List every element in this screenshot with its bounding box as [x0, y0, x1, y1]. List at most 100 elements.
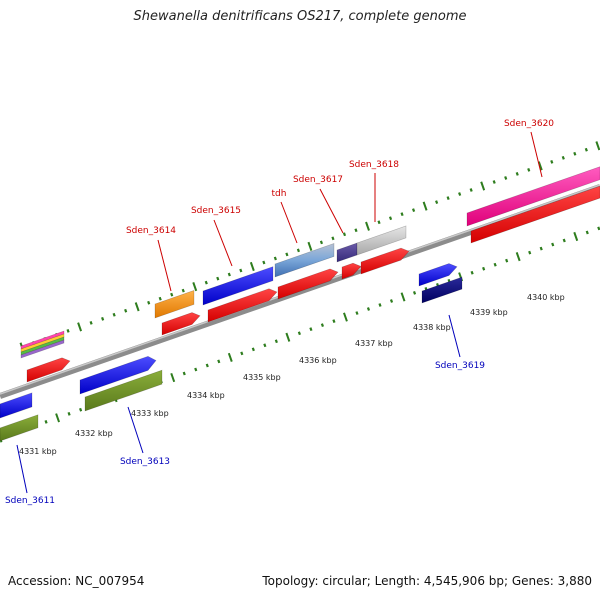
feature-red-cds	[26, 357, 71, 383]
upper-tick-mark	[307, 241, 313, 251]
lower-tick-mark	[251, 347, 255, 352]
lower-tick-mark	[389, 299, 394, 303]
lower-tick-mark	[482, 266, 486, 271]
scale-label: 4340 kbp	[527, 293, 565, 302]
feature-sden3615-red	[207, 288, 278, 323]
gene-label-leader-line	[319, 188, 344, 234]
upper-tick-mark	[435, 200, 439, 204]
upper-tick-mark	[285, 252, 289, 257]
upper-tick-mark	[319, 240, 324, 245]
feature-sden3613-blue	[79, 355, 157, 395]
feature-sden3617-red	[341, 262, 362, 280]
upper-tick-mark	[239, 268, 243, 273]
upper-tick-mark	[388, 216, 393, 221]
feature-tdh-steel	[274, 243, 335, 278]
upper-tick-mark	[342, 232, 347, 237]
lower-tick-mark	[67, 411, 71, 416]
lower-tick-mark	[55, 413, 61, 423]
upper-tick-mark	[124, 308, 128, 313]
lower-tick-mark	[515, 252, 521, 262]
feature-sden3620-pink	[466, 166, 600, 227]
lower-tick-mark	[366, 307, 371, 311]
feature-sden3620-red	[470, 185, 600, 244]
upper-tick-mark	[446, 196, 450, 200]
lower-tick-mark	[505, 258, 509, 263]
feature-tdh-red	[277, 268, 339, 300]
lower-tick-mark	[182, 371, 186, 376]
upper-tick-mark	[550, 159, 554, 164]
upper-tick-mark	[527, 168, 531, 172]
accession-label: Accession: NC_007954	[8, 574, 145, 588]
upper-tick-mark	[492, 180, 496, 184]
upper-tick-mark	[354, 228, 358, 233]
feature-sden3619-navy	[421, 276, 463, 304]
gene-label-leader-line	[157, 239, 172, 292]
lower-tick-mark	[240, 351, 244, 356]
upper-tick-mark	[412, 208, 416, 213]
upper-tick-mark	[331, 236, 335, 241]
upper-tick-mark	[561, 155, 565, 160]
lower-tick-mark	[194, 367, 198, 372]
lower-tick-mark	[297, 331, 301, 336]
lower-tick-mark	[79, 407, 83, 412]
feature-sden3619-blue	[418, 263, 458, 287]
gene-label-top: Sden_3620	[504, 119, 554, 129]
lower-tick-mark	[227, 352, 233, 362]
tick-layer	[0, 141, 600, 443]
feature-stack-purple	[20, 339, 65, 359]
upper-tick-mark	[262, 260, 266, 265]
upper-tick-mark	[192, 282, 198, 292]
upper-tick-mark	[504, 176, 508, 180]
upper-tick-mark	[273, 256, 277, 261]
lower-tick-mark	[285, 332, 291, 342]
gene-label-leader-line	[280, 201, 298, 244]
feature-sden3611-blue	[0, 392, 33, 419]
lower-tick-mark	[493, 262, 497, 267]
upper-tick-mark	[296, 248, 300, 253]
lower-tick-mark	[378, 303, 382, 307]
lower-tick-mark	[412, 291, 417, 295]
gene-label-top: Sden_3617	[293, 175, 343, 185]
upper-tick-mark	[112, 312, 116, 317]
upper-tick-mark	[422, 201, 428, 211]
feature-sden3615-blue	[202, 266, 274, 306]
upper-tick-mark	[101, 316, 105, 321]
gene-label-top: tdh	[272, 189, 287, 199]
feature-sden3614-orange	[154, 289, 195, 319]
upper-tick-mark	[584, 147, 588, 152]
upper-tick-mark	[595, 141, 600, 151]
upper-tick-mark	[134, 302, 140, 312]
scale-label: 4339 kbp	[470, 308, 508, 317]
lower-tick-mark	[585, 230, 589, 235]
lower-tick-mark	[470, 270, 474, 275]
lower-tick-mark	[597, 226, 600, 231]
upper-tick-mark	[170, 292, 174, 297]
scale-label: 4334 kbp	[187, 391, 225, 400]
gene-label-leader-line	[213, 219, 233, 267]
lower-tick-mark	[263, 343, 267, 348]
upper-tick-mark	[377, 220, 381, 225]
lower-tick-mark	[0, 434, 3, 443]
lower-tick-mark	[551, 242, 555, 247]
upper-tick-mark	[400, 212, 404, 217]
lower-tick-mark	[44, 420, 48, 424]
lower-tick-mark	[217, 359, 221, 364]
feature-sden3617-purple	[336, 242, 358, 263]
scale-label: 4338 kbp	[413, 323, 451, 332]
gene-label-bottom: Sden_3613	[120, 457, 170, 467]
feature-layer	[0, 166, 600, 442]
lower-tick-mark	[562, 238, 566, 243]
lower-tick-mark	[332, 319, 336, 323]
lower-tick-mark	[309, 327, 313, 332]
upper-tick-mark	[181, 288, 185, 293]
feature-sden3618-gray	[356, 225, 407, 256]
scale-label: 4336 kbp	[299, 356, 337, 365]
gene-label-top: Sden_3618	[349, 160, 399, 170]
gene-label-top: Sden_3615	[191, 206, 241, 216]
lower-tick-mark	[573, 231, 579, 242]
genome-summary-label: Topology: circular; Length: 4,545,906 bp…	[262, 574, 592, 588]
gene-label-top: Sden_3614	[126, 226, 176, 236]
upper-tick-mark	[573, 151, 577, 156]
